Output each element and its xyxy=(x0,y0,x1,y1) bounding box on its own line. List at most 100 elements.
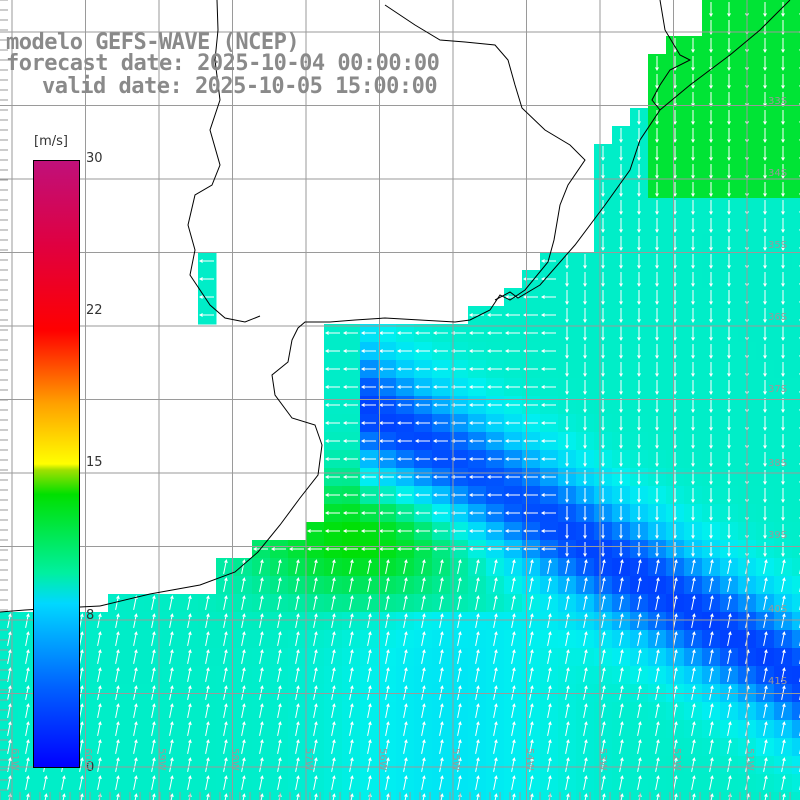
wind-arrow xyxy=(781,452,785,468)
wind-cell xyxy=(792,738,800,757)
wind-arrow xyxy=(260,793,264,800)
wind-arrow xyxy=(565,434,569,450)
wind-arrow xyxy=(655,74,659,90)
wind-arrow xyxy=(494,793,498,800)
wind-arrow xyxy=(422,793,426,800)
wind-arrow xyxy=(655,200,659,216)
wind-arrow xyxy=(583,703,588,718)
wind-arrow xyxy=(223,757,228,772)
wind-arrow xyxy=(709,506,713,522)
wind-arrow xyxy=(324,529,340,533)
wind-arrow xyxy=(583,721,588,736)
wind-arrow xyxy=(115,775,120,790)
wind-arrow xyxy=(421,613,426,628)
wind-arrow xyxy=(414,529,430,533)
wind-arrow xyxy=(619,416,623,432)
wind-arrow xyxy=(673,775,678,790)
wind-arrow xyxy=(79,757,84,772)
wind-arrow xyxy=(601,775,606,790)
wind-arrow xyxy=(396,385,412,389)
wind-arrow xyxy=(486,439,502,443)
wind-arrow xyxy=(385,595,390,610)
wind-arrow xyxy=(709,739,714,754)
wind-arrow xyxy=(727,164,731,180)
wind-arrow xyxy=(486,403,502,407)
wind-arrow xyxy=(763,2,767,18)
wind-arrow xyxy=(727,667,732,682)
wind-arrow xyxy=(637,290,641,306)
wind-arrow xyxy=(414,403,430,407)
wind-arrow xyxy=(781,488,785,504)
wind-arrow xyxy=(583,757,588,772)
wind-arrow xyxy=(7,739,12,754)
wind-arrow xyxy=(601,272,605,288)
wind-arrow xyxy=(781,380,785,396)
wind-arrow xyxy=(727,254,731,270)
wind-arrow xyxy=(169,649,174,664)
wind-arrow xyxy=(565,272,569,288)
wind-arrow xyxy=(493,739,498,754)
wind-arrow xyxy=(763,200,767,216)
wind-arrow xyxy=(169,595,174,610)
wind-arrow xyxy=(619,775,624,790)
wind-arrow xyxy=(432,331,448,335)
wind-cell xyxy=(792,342,800,361)
wind-arrow xyxy=(313,757,318,772)
wind-arrow xyxy=(763,110,767,126)
wind-arrow xyxy=(601,308,605,324)
wind-arrow xyxy=(421,631,426,646)
wind-arrow xyxy=(709,595,714,610)
wind-cell xyxy=(792,468,800,487)
wind-arrow xyxy=(151,595,156,610)
wind-arrow xyxy=(115,739,120,754)
wind-arrow xyxy=(601,182,605,198)
wind-arrow xyxy=(187,757,192,772)
wind-arrow xyxy=(457,757,462,772)
wind-arrow xyxy=(727,146,731,162)
wind-arrow xyxy=(403,703,408,718)
wind-arrow xyxy=(781,110,785,126)
wind-arrow xyxy=(619,649,624,664)
wind-arrow xyxy=(565,559,570,574)
wind-arrow xyxy=(115,649,120,664)
wind-arrow xyxy=(709,470,713,486)
wind-arrow xyxy=(79,703,84,718)
wind-arrow xyxy=(673,631,678,646)
wind-arrow xyxy=(584,793,588,800)
wind-arrow xyxy=(547,577,552,592)
title-valid-date: valid date: 2025-10-05 15:00:00 xyxy=(42,74,438,99)
wind-arrow xyxy=(601,595,606,610)
wind-arrow xyxy=(709,757,714,772)
wind-arrow xyxy=(529,595,534,610)
wind-arrow xyxy=(691,542,695,558)
wind-arrow xyxy=(565,308,569,324)
wind-arrow xyxy=(565,344,569,360)
wind-arrow xyxy=(709,488,713,504)
wind-arrow xyxy=(655,649,660,664)
wind-arrow xyxy=(583,649,588,664)
wind-arrow xyxy=(241,649,246,664)
wind-arrow xyxy=(583,613,588,628)
wind-arrow xyxy=(673,128,677,144)
wind-arrow xyxy=(673,721,678,736)
wind-arrow xyxy=(763,667,768,682)
wind-arrow xyxy=(62,793,66,800)
wind-arrow xyxy=(727,775,732,790)
wind-arrow xyxy=(540,385,556,389)
wind-arrow xyxy=(396,349,412,353)
wind-arrow xyxy=(673,452,677,468)
wind-arrow xyxy=(486,457,502,461)
wind-arrow xyxy=(565,362,569,378)
wind-arrow xyxy=(295,739,300,754)
wind-arrow xyxy=(198,313,214,317)
wind-arrow xyxy=(295,559,300,574)
wind-arrow xyxy=(637,362,641,378)
wind-arrow xyxy=(79,613,84,628)
wind-arrow xyxy=(709,164,713,180)
wind-arrow xyxy=(367,613,372,628)
wind-arrow xyxy=(637,739,642,754)
wind-arrow xyxy=(457,703,462,718)
wind-arrow xyxy=(673,398,677,414)
wind-arrow xyxy=(414,457,430,461)
wind-arrow xyxy=(763,146,767,162)
